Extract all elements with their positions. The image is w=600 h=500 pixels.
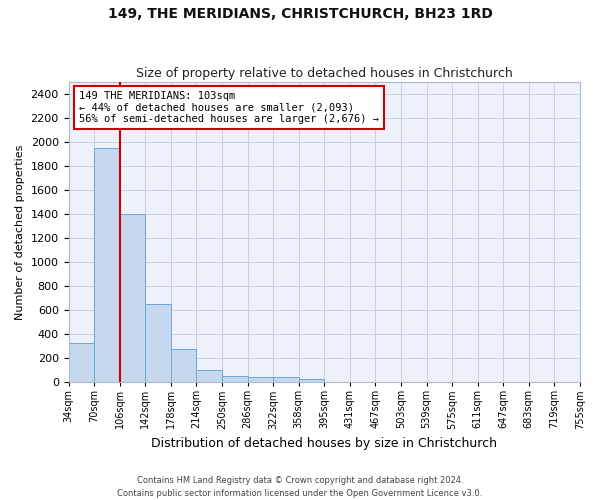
Bar <box>299 379 324 382</box>
Bar <box>94 148 119 382</box>
Text: 149 THE MERIDIANS: 103sqm
← 44% of detached houses are smaller (2,093)
56% of se: 149 THE MERIDIANS: 103sqm ← 44% of detac… <box>79 91 379 124</box>
Bar <box>196 370 222 382</box>
Bar <box>145 304 171 382</box>
Bar <box>248 378 273 382</box>
Text: Contains HM Land Registry data © Crown copyright and database right 2024.
Contai: Contains HM Land Registry data © Crown c… <box>118 476 482 498</box>
Bar <box>119 214 145 382</box>
Text: 149, THE MERIDIANS, CHRISTCHURCH, BH23 1RD: 149, THE MERIDIANS, CHRISTCHURCH, BH23 1… <box>107 8 493 22</box>
Bar <box>171 349 196 382</box>
Title: Size of property relative to detached houses in Christchurch: Size of property relative to detached ho… <box>136 66 512 80</box>
Bar <box>273 378 299 382</box>
Bar <box>68 343 94 382</box>
Bar <box>222 376 248 382</box>
X-axis label: Distribution of detached houses by size in Christchurch: Distribution of detached houses by size … <box>151 437 497 450</box>
Y-axis label: Number of detached properties: Number of detached properties <box>15 144 25 320</box>
